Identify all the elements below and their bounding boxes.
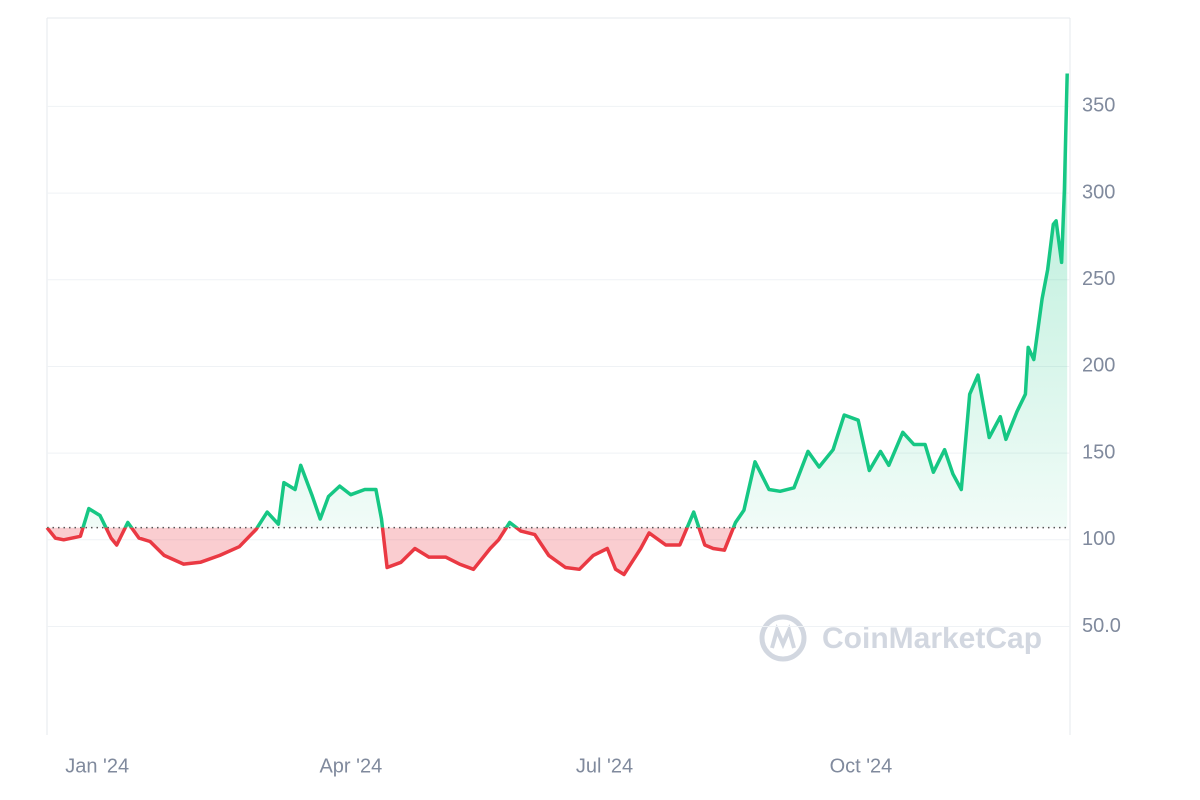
watermark: CoinMarketCap	[822, 622, 1042, 655]
x-tick-label: Oct '24	[830, 755, 893, 777]
y-tick-label: 350	[1082, 95, 1115, 117]
watermark-group: CoinMarketCap	[759, 614, 1042, 662]
area-up	[47, 73, 1068, 528]
y-tick-label: 150	[1082, 441, 1115, 463]
x-tick-label: Apr '24	[319, 755, 382, 777]
price-line-down	[45, 527, 736, 577]
y-tick-label: 200	[1082, 355, 1115, 377]
x-tick-label: Jan '24	[65, 755, 129, 777]
y-tick-label: 250	[1082, 268, 1115, 290]
y-tick-label: 50.0	[1082, 615, 1121, 637]
y-tick-label: 100	[1082, 528, 1115, 550]
price-line-up	[47, 73, 1069, 528]
watermark-logo	[759, 614, 807, 662]
x-tick-label: Jul '24	[576, 755, 633, 777]
watermark-logo	[770, 623, 796, 650]
y-tick-label: 300	[1082, 181, 1115, 203]
